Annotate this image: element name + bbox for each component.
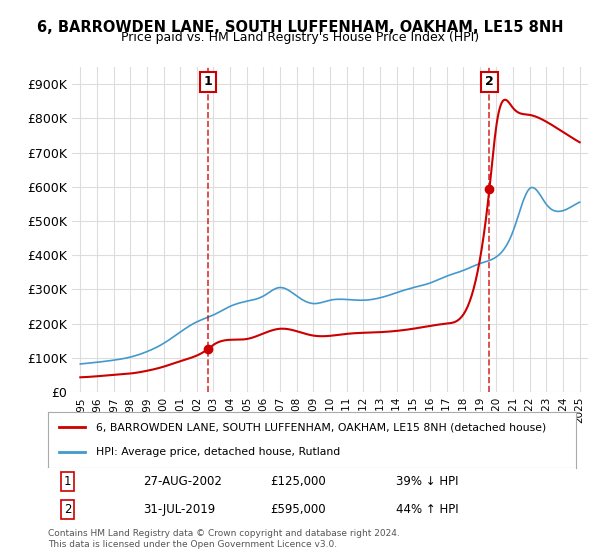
Text: 31-JUL-2019: 31-JUL-2019	[143, 503, 215, 516]
Text: 6, BARROWDEN LANE, SOUTH LUFFENHAM, OAKHAM, LE15 8NH (detached house): 6, BARROWDEN LANE, SOUTH LUFFENHAM, OAKH…	[95, 422, 546, 432]
Text: 39% ↓ HPI: 39% ↓ HPI	[397, 475, 459, 488]
Text: 1: 1	[64, 475, 71, 488]
Text: Contains HM Land Registry data © Crown copyright and database right 2024.
This d: Contains HM Land Registry data © Crown c…	[48, 529, 400, 549]
Text: 27-AUG-2002: 27-AUG-2002	[143, 475, 222, 488]
Text: £595,000: £595,000	[270, 503, 325, 516]
Text: £125,000: £125,000	[270, 475, 326, 488]
Text: 2: 2	[485, 75, 494, 88]
Text: 44% ↑ HPI: 44% ↑ HPI	[397, 503, 459, 516]
Text: 2: 2	[64, 503, 71, 516]
Text: Price paid vs. HM Land Registry's House Price Index (HPI): Price paid vs. HM Land Registry's House …	[121, 31, 479, 44]
Text: 6, BARROWDEN LANE, SOUTH LUFFENHAM, OAKHAM, LE15 8NH: 6, BARROWDEN LANE, SOUTH LUFFENHAM, OAKH…	[37, 20, 563, 35]
Text: 1: 1	[203, 75, 212, 88]
Text: HPI: Average price, detached house, Rutland: HPI: Average price, detached house, Rutl…	[95, 447, 340, 457]
